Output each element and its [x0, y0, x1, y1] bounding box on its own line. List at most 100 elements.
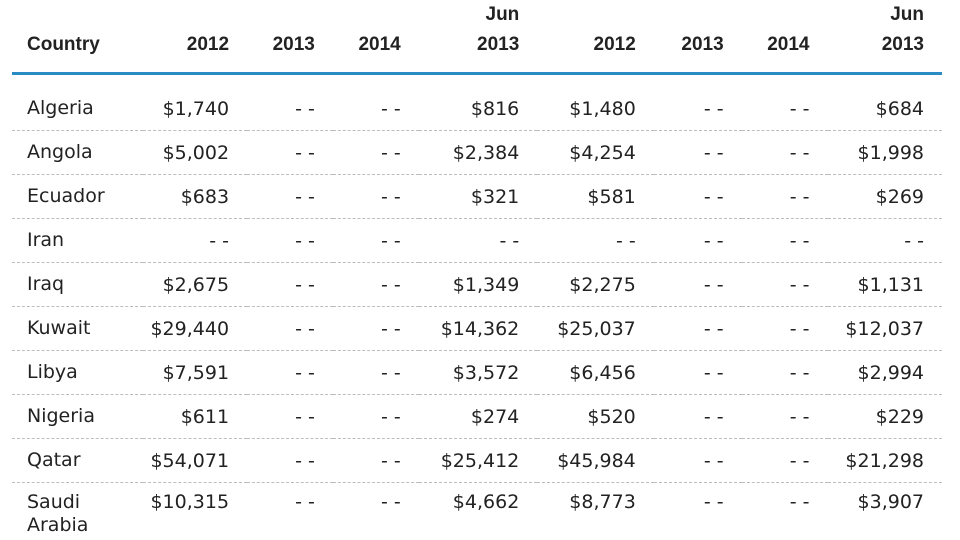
value-cell: $8,773	[569, 491, 636, 513]
data-table-container: Country 2012 2013 2014 Jun 2013 2012 2013 …	[12, 0, 942, 537]
column-header-line2: 2013	[881, 34, 924, 55]
value-cell: $12,037	[827, 306, 942, 351]
value-cell: $6,456	[537, 350, 654, 395]
value-cell: $45,984	[537, 438, 654, 483]
value-cell: - -	[247, 394, 333, 439]
value-cell: - -	[741, 218, 828, 263]
value-cell: $5,002	[142, 130, 248, 175]
value-cell: - -	[247, 262, 333, 307]
value-cell: $3,572	[418, 350, 538, 395]
column-header-line1	[143, 0, 229, 30]
column-header-line2: Country	[27, 34, 100, 55]
table-row: Libya $7,591- -- - $3,572 $6,456- -- - $2,99…	[12, 350, 942, 395]
column-header-line2: 2013	[272, 34, 315, 55]
value-cell: - -	[295, 491, 315, 513]
column-header-line1	[247, 0, 315, 30]
value-cell: $25,412	[418, 438, 538, 483]
column-header-8: Jun 2013	[827, 0, 942, 75]
value-cell: - -	[653, 174, 742, 219]
value-cell: - -	[247, 130, 333, 175]
table-row: Qatar $54,071- -- - $25,412 $45,984- -- - $2…	[12, 438, 942, 483]
value-cell: - -	[332, 438, 419, 483]
value-cell: $10,315	[150, 491, 230, 513]
value-cell: $54,071	[142, 438, 248, 483]
column-header-line2: 2014	[358, 34, 401, 55]
value-cell: - -	[653, 130, 742, 175]
value-cell: - -	[741, 306, 828, 351]
value-cell: - -	[741, 87, 828, 131]
country-cell: Iraq	[12, 262, 143, 307]
value-cell: - -	[537, 218, 654, 263]
value-cell: - -	[653, 87, 742, 131]
column-header-line2: 2014	[767, 34, 810, 55]
value-cell: - -	[142, 218, 248, 263]
value-cell: - -	[247, 306, 333, 351]
value-cell: $274	[418, 394, 538, 439]
value-cell: - -	[653, 350, 742, 395]
country-cell: Kuwait	[12, 306, 143, 351]
value-cell: - -	[741, 350, 828, 395]
value-cell: $25,037	[537, 306, 654, 351]
value-cell: - -	[418, 218, 538, 263]
column-header-6: 2013	[653, 0, 742, 75]
value-cell: $683	[142, 174, 248, 219]
value-cell: - -	[332, 87, 419, 131]
value-cell: $14,362	[418, 306, 538, 351]
value-cell: - -	[247, 350, 333, 395]
value-cell: - -	[653, 306, 742, 351]
value-cell: $2,384	[418, 130, 538, 175]
value-cell: $1,480	[537, 87, 654, 131]
value-cell: - -	[247, 174, 333, 219]
table-row: Ecuador $683- -- - $321 $581- -- - $269	[12, 174, 942, 219]
value-cell: $611	[142, 394, 248, 439]
table-row: Iran - -- -- -- -- -- -- -- -	[12, 218, 942, 263]
value-cell: - -	[741, 130, 828, 175]
value-cell: - -	[789, 491, 810, 513]
value-cell: - -	[247, 87, 333, 131]
column-header-line1	[537, 0, 636, 30]
value-cell: $1,131	[827, 262, 942, 307]
country-cell: Ecuador	[12, 174, 143, 219]
value-cell: - -	[741, 394, 828, 439]
country-cell: Saudi Arabia	[27, 491, 89, 536]
table-header: Country 2012 2013 2014 Jun 2013 2012 2013 …	[12, 0, 942, 75]
column-header-line1	[654, 0, 724, 30]
value-cell: - -	[247, 438, 333, 483]
column-header-line1	[333, 0, 401, 30]
value-cell: $1,740	[142, 87, 248, 131]
value-cell: $21,298	[827, 438, 942, 483]
value-cell: - -	[380, 491, 401, 513]
column-header-line2: 2013	[477, 34, 520, 55]
column-header-7: 2014	[741, 0, 828, 75]
country-cell: Libya	[12, 350, 143, 395]
table-row: Nigeria $611- -- - $274 $520- -- - $229	[12, 394, 942, 439]
value-cell: $321	[418, 174, 538, 219]
table-row: Angola $5,002- -- - $2,384 $4,254- -- - $1,9…	[12, 130, 942, 175]
column-header-2: 2013	[247, 0, 333, 75]
value-cell: - -	[653, 218, 742, 263]
value-cell: - -	[332, 218, 419, 263]
column-header-line2: 2012	[186, 34, 230, 55]
column-header-line2: 2013	[681, 34, 724, 55]
column-header-line2: 2012	[593, 34, 636, 55]
value-cell: - -	[741, 174, 828, 219]
value-cell: $2,675	[142, 262, 248, 307]
value-cell: - -	[703, 491, 724, 513]
header-row: Country 2012 2013 2014 Jun 2013 2012 2013 …	[12, 0, 942, 75]
column-header-5: 2012	[537, 0, 654, 75]
value-cell: - -	[247, 218, 333, 263]
value-cell: - -	[332, 174, 419, 219]
value-cell: - -	[653, 262, 742, 307]
column-header-line1	[742, 0, 810, 30]
value-cell: $684	[827, 87, 942, 131]
value-cell: $29,440	[142, 306, 248, 351]
value-cell: $229	[827, 394, 942, 439]
value-cell: $520	[537, 394, 654, 439]
column-header-4: Jun 2013	[418, 0, 538, 75]
table-row: Algeria $1,740- -- - $816 $1,480- -- - $684	[12, 87, 942, 131]
value-cell: - -	[332, 262, 419, 307]
column-header-3: 2014	[332, 0, 419, 75]
value-cell: - -	[653, 438, 742, 483]
value-cell: - -	[827, 218, 942, 263]
value-cell: - -	[741, 262, 828, 307]
